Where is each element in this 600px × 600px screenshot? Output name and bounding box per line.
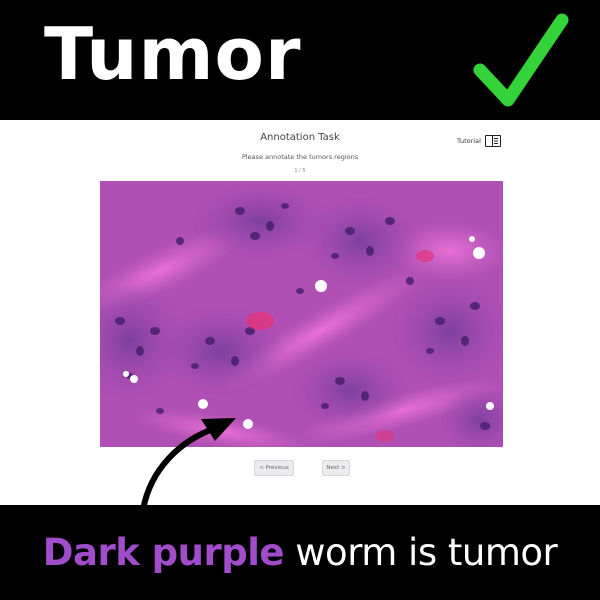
caption-text: Dark purple worm is tumor <box>42 531 558 574</box>
next-button[interactable]: Next > <box>322 460 350 476</box>
tutorial-label: Tutorial <box>457 137 481 145</box>
histology-image-art <box>100 181 503 447</box>
checkmark-icon <box>473 13 569 107</box>
caption-banner: Dark purple worm is tumor <box>0 505 600 600</box>
caption-rest: worm is tumor <box>284 531 558 574</box>
tutorial-button[interactable]: Tutorial <box>457 135 501 147</box>
task-instruction: Please annotate the tumors regions <box>241 153 359 161</box>
annotation-app: Annotation Task Tutorial Please annotate… <box>0 120 600 505</box>
page-title: Annotation Task <box>260 132 340 143</box>
histology-image[interactable] <box>100 181 503 447</box>
banner-title: Tumor <box>44 12 302 96</box>
previous-button[interactable]: < Previous <box>254 460 294 476</box>
top-banner: Tumor <box>0 0 600 120</box>
image-counter: 1 / 5 <box>294 168 306 174</box>
caption-highlight: Dark purple <box>42 531 285 574</box>
book-icon <box>484 135 501 147</box>
